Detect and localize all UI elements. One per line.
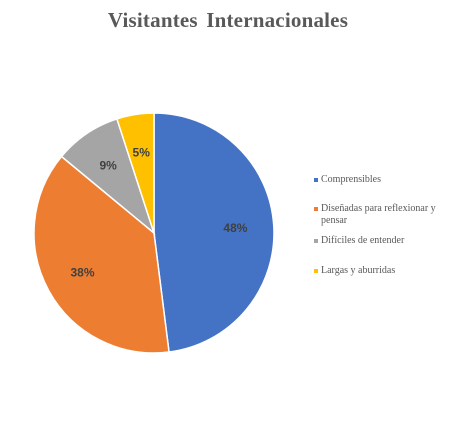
legend-item-comprensibles: Comprensibles: [314, 174, 454, 186]
legend: Comprensibles Diseñadas para reflexionar…: [314, 174, 454, 277]
legend-swatch: [314, 207, 318, 211]
legend-label: Largas y aburridas: [321, 265, 396, 276]
slices-group: [33, 112, 275, 354]
legend-swatch: [314, 178, 318, 182]
slice-data-label-3: 5%: [133, 145, 151, 159]
slice-data-label-2: 9%: [99, 159, 117, 173]
legend-item-dificiles: Difíciles de entender: [314, 235, 454, 247]
legend-label: Comprensibles: [321, 174, 381, 185]
legend-label: Difíciles de entender: [321, 235, 405, 246]
pie-slice-3: [115, 112, 155, 234]
legend-item-disenadas: Diseñadas para reflexionar y pensar: [314, 203, 454, 227]
slice-data-label-1: 38%: [70, 265, 94, 279]
pie-slice-1: [33, 155, 170, 354]
legend-swatch: [314, 269, 318, 273]
legend-item-largas: Largas y aburridas: [314, 265, 454, 277]
slice-data-label-0: 48%: [223, 221, 247, 235]
chart-title: Visitantes Internacionales: [107, 8, 349, 32]
legend-swatch: [314, 239, 318, 243]
legend-label: Diseñadas para reflexionar y pensar: [321, 203, 436, 226]
pie-slice-0: [153, 112, 275, 353]
labels-group: 48% 38% 9% 5%: [70, 145, 247, 279]
